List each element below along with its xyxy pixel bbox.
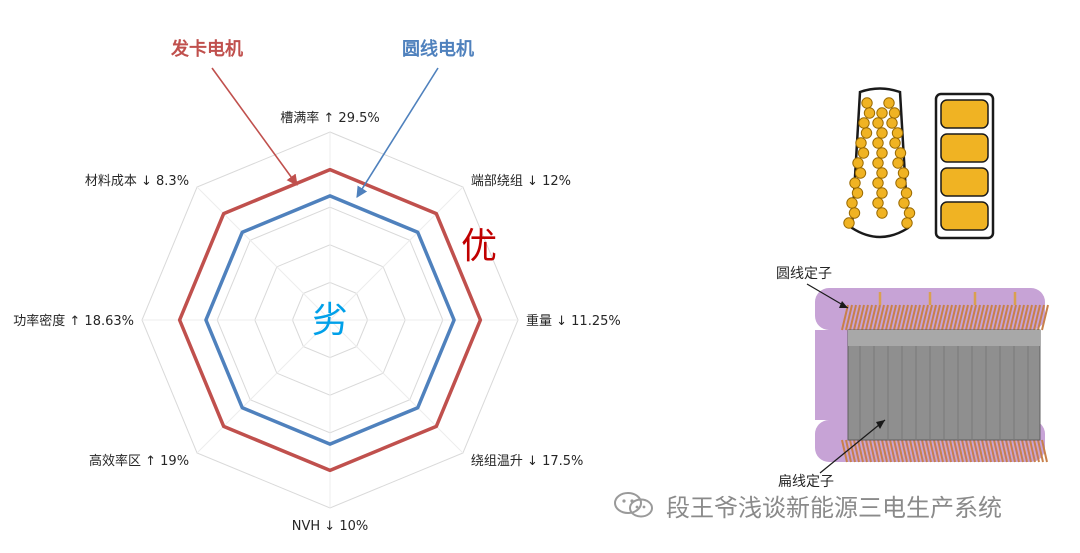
round-wire: [872, 157, 884, 169]
grid-spoke: [196, 319, 331, 454]
round-wire: [888, 107, 901, 119]
round-wire: [891, 127, 904, 139]
round-wire: [889, 137, 901, 149]
round-wire: [898, 197, 910, 209]
round-wire-stator-label: 圆线定子: [776, 266, 832, 282]
axis-label: 端部绕组 ↓ 12%: [471, 174, 571, 189]
round-wire: [892, 157, 904, 169]
axis-label: NVH ↓ 10%: [292, 519, 368, 534]
round-wire: [872, 137, 884, 149]
round-wire: [861, 97, 873, 109]
watermark: 段王爷浅谈新能源三电生产系统: [612, 485, 1002, 525]
round-wire: [855, 137, 867, 149]
axis-label: 功率密度 ↑ 18.63%: [13, 313, 134, 329]
axis-label: 槽满率 ↑ 29.5%: [280, 110, 379, 126]
round-wire: [883, 97, 895, 109]
round-wire: [863, 107, 876, 119]
grid-spoke: [329, 186, 464, 321]
flat-wire-stator-label: 扁线定子: [778, 474, 834, 490]
series-pointer-hairpin: [211, 67, 298, 186]
axis-label: 重量 ↓ 11.25%: [526, 313, 621, 329]
round-wire: [900, 187, 913, 199]
axis-label: 绕组温升 ↓ 17.5%: [471, 454, 583, 469]
grid-spoke: [196, 186, 331, 321]
annotation-better: 优: [461, 226, 497, 267]
flat-wire-slot-icon: [934, 92, 995, 240]
wechat-icon: [614, 492, 653, 518]
round-wire: [876, 147, 888, 159]
round-wire: [858, 117, 870, 129]
watermark-text: 段王爷浅谈新能源三电生产系统: [666, 493, 1002, 522]
round-wire: [901, 217, 913, 229]
round-wire: [903, 207, 916, 219]
round-wire: [854, 167, 867, 179]
round-wire: [848, 207, 861, 219]
radar-series: [177, 167, 483, 473]
round-wire: [876, 167, 888, 179]
round-wire: [852, 157, 864, 169]
flat-wire-stator-pointer: [819, 419, 886, 474]
series-label-round-wire: 圆线电机: [402, 38, 474, 60]
axis-label: 高效率区 ↑ 19%: [89, 453, 189, 469]
annotation-worse: 劣: [312, 300, 348, 341]
round-wire: [876, 107, 888, 119]
round-wire: [872, 177, 884, 189]
round-wire: [860, 127, 873, 139]
round-wire: [876, 207, 888, 219]
round-wire: [843, 217, 855, 229]
series-pointer-round-wire: [356, 67, 439, 198]
round-wire: [876, 127, 888, 139]
round-wire: [895, 177, 907, 189]
round-wire: [886, 117, 898, 129]
round-wire: [894, 147, 907, 159]
round-wire: [872, 197, 884, 209]
round-wire: [876, 187, 888, 199]
series-hairpin-motor: [177, 167, 483, 473]
round-wire: [872, 117, 884, 129]
round-wire: [857, 147, 870, 159]
stator-image: [815, 288, 1049, 463]
round-wire-slot-icon: [843, 87, 916, 239]
series-round-wire-motor: [204, 194, 456, 446]
round-wire: [851, 187, 864, 199]
round-wire: [846, 197, 858, 209]
round-wire: [849, 177, 861, 189]
axis-label: 材料成本 ↓ 8.3%: [85, 174, 189, 189]
series-label-hairpin: 发卡电机: [170, 38, 243, 60]
grid-spoke: [329, 319, 464, 454]
radar-axis-labels: 槽满率 ↑ 29.5% 端部绕组 ↓ 12% 重量 ↓ 11.25% 绕组温升 ↓ 1…: [13, 110, 620, 534]
round-wire: [897, 167, 910, 179]
